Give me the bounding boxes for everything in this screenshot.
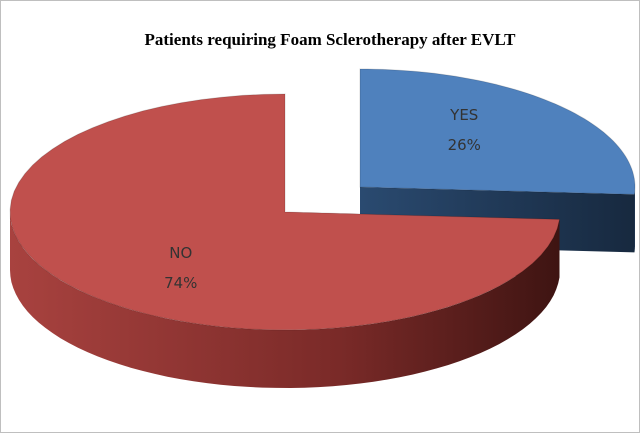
slice	[9, 93, 561, 331]
slice-label: YES	[449, 106, 478, 124]
chart-title: Patients requiring Foam Sclerotherapy af…	[145, 30, 517, 49]
slice	[359, 68, 636, 195]
slice-label: NO	[169, 244, 192, 262]
slice-wall	[634, 187, 635, 253]
slice-value-label: 26%	[448, 136, 481, 154]
slice-wall	[10, 212, 560, 388]
slice-value-label: 74%	[164, 274, 197, 292]
